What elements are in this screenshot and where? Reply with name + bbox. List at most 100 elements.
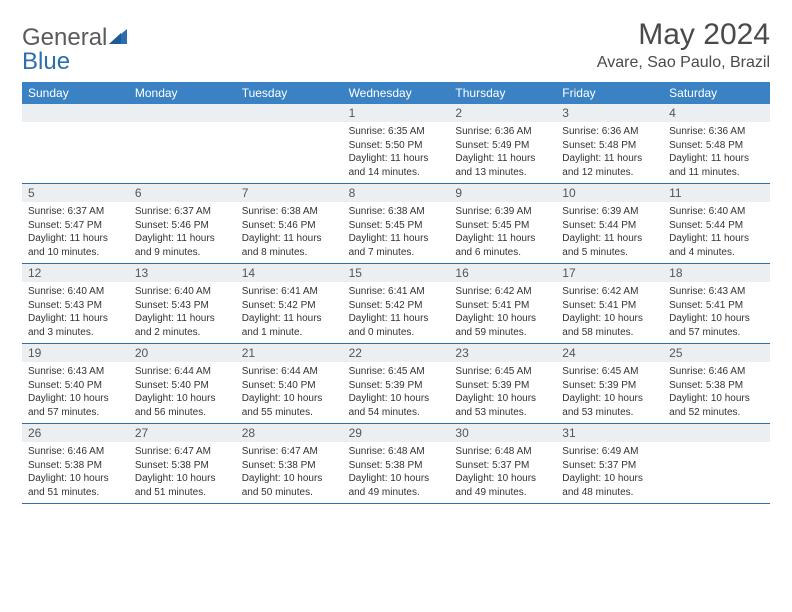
sunrise-text: Sunrise: 6:40 AM (28, 285, 123, 299)
sunset-text: Sunset: 5:39 PM (455, 379, 550, 393)
day-cell: 18 Sunrise: 6:43 AMSunset: 5:41 PMDayligh… (663, 264, 770, 343)
daylight-text-2: and 56 minutes. (135, 406, 230, 420)
daylight-text-2: and 49 minutes. (349, 486, 444, 500)
day-cell: 19Sunrise: 6:43 AMSunset: 5:40 PMDayligh… (22, 344, 129, 423)
day-body: Sunrise: 6:44 AMSunset: 5:40 PMDaylight:… (129, 362, 236, 423)
daylight-text-1: Daylight: 10 hours (455, 392, 550, 406)
sunset-text: Sunset: 5:40 PM (242, 379, 337, 393)
day-cell: 31Sunrise: 6:49 AMSunset: 5:37 PMDayligh… (556, 424, 663, 503)
day-number: 19 (28, 346, 123, 360)
sunrise-text: Sunrise: 6:35 AM (349, 125, 444, 139)
day-cell: 4Sunrise: 6:36 AMSunset: 5:48 PMDaylight… (663, 104, 770, 183)
day-number: 18 (669, 266, 764, 280)
day-body: Sunrise: 6:45 AMSunset: 5:39 PMDaylight:… (343, 362, 450, 423)
day-number: 4 (669, 106, 764, 120)
daylight-text-2: and 54 minutes. (349, 406, 444, 420)
daylight-text-1: Daylight: 10 hours (28, 392, 123, 406)
daylight-text-2: and 14 minutes. (349, 166, 444, 180)
title-block: May 2024 Avare, Sao Paulo, Brazil (597, 18, 770, 72)
sunset-text: Sunset: 5:38 PM (349, 459, 444, 473)
day-cell: 22 Sunrise: 6:45 AMSunset: 5:39 PMDayligh… (343, 344, 450, 423)
day-number: 22 (349, 346, 444, 360)
day-body: Sunrise: 6:48 AMSunset: 5:38 PMDaylight:… (343, 442, 450, 503)
sunrise-text: Sunrise: 6:46 AM (669, 365, 764, 379)
week-row: 12Sunrise: 6:40 AMSunset: 5:43 PMDayligh… (22, 264, 770, 344)
day-cell: 12Sunrise: 6:40 AMSunset: 5:43 PMDayligh… (22, 264, 129, 343)
sunrise-text: Sunrise: 6:39 AM (562, 205, 657, 219)
daylight-text-2: and 5 minutes. (562, 246, 657, 260)
daylight-text-2: and 51 minutes. (135, 486, 230, 500)
daylight-text-1: Daylight: 11 hours (562, 232, 657, 246)
day-number: 20 (135, 346, 230, 360)
daylight-text-2: and 51 minutes. (28, 486, 123, 500)
sunrise-text: Sunrise: 6:49 AM (562, 445, 657, 459)
day-cell: 8Sunrise: 6:38 AMSunset: 5:45 PMDaylight… (343, 184, 450, 263)
day-number: 9 (455, 186, 550, 200)
day-body: Sunrise: 6:37 AMSunset: 5:47 PMDaylight:… (22, 202, 129, 263)
day-number: 17 (562, 266, 657, 280)
day-cell: 1Sunrise: 6:35 AMSunset: 5:50 PMDaylight… (343, 104, 450, 183)
sunrise-text: Sunrise: 6:40 AM (669, 205, 764, 219)
day-cell: 23Sunrise: 6:45 AMSunset: 5:39 PMDayligh… (449, 344, 556, 423)
sunrise-text: Sunrise: 6:48 AM (455, 445, 550, 459)
day-body: Sunrise: 6:38 AMSunset: 5:46 PMDaylight:… (236, 202, 343, 263)
day-cell: 5Sunrise: 6:37 AMSunset: 5:47 PMDaylight… (22, 184, 129, 263)
day-body: Sunrise: 6:41 AMSunset: 5:42 PMDaylight:… (343, 282, 450, 343)
daylight-text-2: and 12 minutes. (562, 166, 657, 180)
day-cell: 28Sunrise: 6:47 AMSunset: 5:38 PMDayligh… (236, 424, 343, 503)
day-number: 11 (669, 186, 764, 200)
day-number: 14 (242, 266, 337, 280)
day-body: Sunrise: 6:38 AMSunset: 5:45 PMDaylight:… (343, 202, 450, 263)
sunrise-text: Sunrise: 6:42 AM (562, 285, 657, 299)
day-body: Sunrise: 6:41 AMSunset: 5:42 PMDaylight:… (236, 282, 343, 343)
daylight-text-2: and 55 minutes. (242, 406, 337, 420)
sunrise-text: Sunrise: 6:44 AM (242, 365, 337, 379)
day-cell: 15Sunrise: 6:41 AMSunset: 5:42 PMDayligh… (343, 264, 450, 343)
day-cell: 7Sunrise: 6:38 AMSunset: 5:46 PMDaylight… (236, 184, 343, 263)
daylight-text-1: Daylight: 10 hours (349, 472, 444, 486)
sunrise-text: Sunrise: 6:41 AM (242, 285, 337, 299)
day-number: 16 (455, 266, 550, 280)
day-cell (236, 104, 343, 183)
daylight-text-2: and 11 minutes. (669, 166, 764, 180)
sunrise-text: Sunrise: 6:36 AM (669, 125, 764, 139)
sunrise-text: Sunrise: 6:43 AM (669, 285, 764, 299)
daylight-text-1: Daylight: 10 hours (562, 312, 657, 326)
day-number: 25 (669, 346, 764, 360)
month-title: May 2024 (597, 18, 770, 52)
sunrise-text: Sunrise: 6:47 AM (135, 445, 230, 459)
day-body: Sunrise: 6:49 AMSunset: 5:37 PMDaylight:… (556, 442, 663, 503)
day-body: Sunrise: 6:44 AMSunset: 5:40 PMDaylight:… (236, 362, 343, 423)
daylight-text-1: Daylight: 11 hours (669, 152, 764, 166)
day-body: Sunrise: 6:40 AMSunset: 5:44 PMDaylight:… (663, 202, 770, 263)
week-row: 26Sunrise: 6:46 AMSunset: 5:38 PMDayligh… (22, 424, 770, 504)
day-number: 28 (242, 426, 337, 440)
daylight-text-2: and 8 minutes. (242, 246, 337, 260)
sunset-text: Sunset: 5:38 PM (135, 459, 230, 473)
daylight-text-1: Daylight: 10 hours (455, 312, 550, 326)
sunset-text: Sunset: 5:38 PM (28, 459, 123, 473)
sunrise-text: Sunrise: 6:40 AM (135, 285, 230, 299)
daylight-text-1: Daylight: 11 hours (669, 232, 764, 246)
daylight-text-1: Daylight: 11 hours (455, 232, 550, 246)
day-cell: 24Sunrise: 6:45 AMSunset: 5:39 PMDayligh… (556, 344, 663, 423)
day-number: 30 (455, 426, 550, 440)
daylight-text-2: and 4 minutes. (669, 246, 764, 260)
daylight-text-2: and 6 minutes. (455, 246, 550, 260)
sunset-text: Sunset: 5:38 PM (242, 459, 337, 473)
daylight-text-1: Daylight: 10 hours (562, 392, 657, 406)
sunset-text: Sunset: 5:45 PM (349, 219, 444, 233)
week-row: 1Sunrise: 6:35 AMSunset: 5:50 PMDaylight… (22, 104, 770, 184)
day-body: Sunrise: 6:47 AMSunset: 5:38 PMDaylight:… (129, 442, 236, 503)
day-body: Sunrise: 6:43 AMSunset: 5:41 PMDaylight:… (663, 282, 770, 343)
sunset-text: Sunset: 5:46 PM (242, 219, 337, 233)
location: Avare, Sao Paulo, Brazil (597, 54, 770, 72)
day-cell (129, 104, 236, 183)
daylight-text-2: and 57 minutes. (669, 326, 764, 340)
daylight-text-1: Daylight: 10 hours (135, 392, 230, 406)
sunrise-text: Sunrise: 6:48 AM (349, 445, 444, 459)
sunrise-text: Sunrise: 6:46 AM (28, 445, 123, 459)
week-row: 19Sunrise: 6:43 AMSunset: 5:40 PMDayligh… (22, 344, 770, 424)
day-cell: 6Sunrise: 6:37 AMSunset: 5:46 PMDaylight… (129, 184, 236, 263)
sunrise-text: Sunrise: 6:41 AM (349, 285, 444, 299)
